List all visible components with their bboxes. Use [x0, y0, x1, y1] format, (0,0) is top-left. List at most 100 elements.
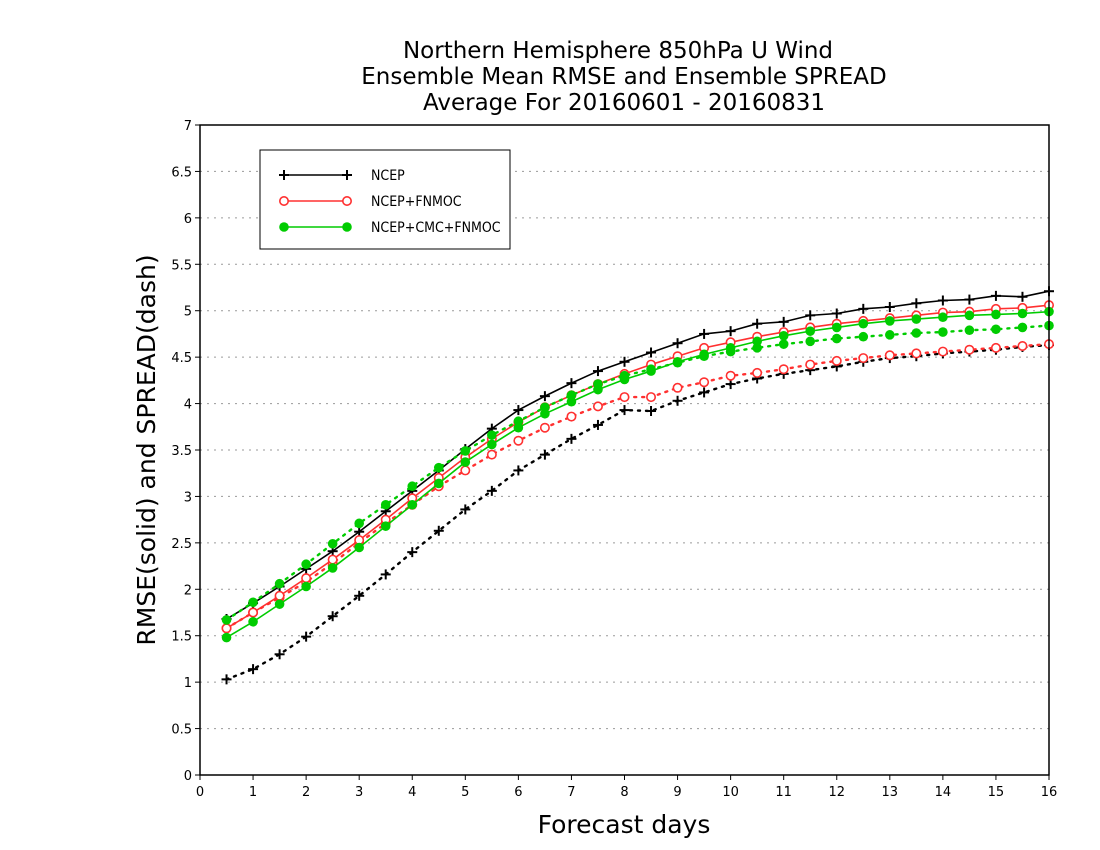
series-ncep-fnmoc-spread-point-18	[699, 377, 710, 388]
series-ncep-cmc-fnmoc-spread-point-23	[831, 333, 842, 344]
y-tick-label-9: 4.5	[171, 351, 192, 366]
series-ncep-cmc-fnmoc-rmse-point-17	[672, 356, 683, 367]
series-ncep-spread-point-16	[646, 406, 657, 416]
series-ncep-rmse-point-23	[831, 308, 842, 319]
legend-marker-left-2	[279, 222, 289, 232]
x-tick-label-12: 12	[828, 785, 845, 800]
series-ncep-cmc-fnmoc-rmse-point-9	[460, 457, 471, 467]
series-ncep-rmse-point-13	[566, 378, 577, 389]
series-ncep-spread-point-13	[566, 433, 577, 444]
series-ncep-spread-point-4	[327, 611, 338, 622]
series-ncep-rmse-point-24	[858, 303, 869, 314]
series-ncep-cmc-fnmoc-rmse-point-23	[831, 322, 842, 333]
series-ncep-spread-point-15	[619, 405, 630, 416]
gridlines	[200, 170, 1049, 730]
title-line-2: Ensemble Mean RMSE and Ensemble SPREAD	[361, 64, 886, 90]
series-ncep-rmse-point-17	[672, 338, 683, 349]
legend-box	[259, 149, 511, 250]
x-tick-label-0: 0	[196, 785, 204, 800]
x-tick-label-9: 9	[673, 785, 681, 800]
series-ncep-rmse-point-5	[354, 526, 365, 537]
legend-marker-right-0	[342, 170, 352, 180]
series-ncep-spread-point-12	[539, 449, 550, 460]
axis-ticks: 0 1 2 3 4 5 6 7 8 9 10 11 12 13 14 15 1600.511.522.533.5…	[171, 119, 1057, 800]
x-tick-label-3: 3	[355, 785, 363, 800]
series-ncep-fnmoc-spread-point-10	[486, 449, 497, 460]
y-tick-label-1: 0.5	[171, 723, 192, 738]
x-tick-label-14: 14	[935, 785, 952, 800]
series-ncep-rmse-point-19	[725, 326, 736, 337]
series-ncep-cmc-fnmoc-rmse-point-14	[593, 384, 603, 395]
x-tick-label-5: 5	[461, 785, 469, 800]
series-ncep-rmse-point-11	[513, 405, 524, 416]
series-ncep-fnmoc-spread-line	[225, 342, 1051, 630]
series-ncep-fnmoc-rmse-point-1	[248, 607, 259, 618]
y-tick-label-11: 5.5	[171, 258, 192, 273]
series-ncep-cmc-fnmoc-rmse-point-5	[354, 542, 364, 553]
legend-label-0: NCEP	[371, 168, 405, 184]
series-ncep-spread-point-6	[380, 569, 391, 580]
series-ncep-cmc-fnmoc-rmse-point-24	[858, 318, 869, 329]
series-ncep-spread-point-17	[672, 395, 683, 406]
y-tick-label-5: 2.5	[171, 537, 192, 552]
y-axis-title: RMSE(solid) and SPREAD(dash)	[132, 254, 161, 645]
series-ncep-cmc-fnmoc-rmse-point-18	[699, 349, 709, 360]
series-ncep-cmc-fnmoc-spread-point-3	[301, 559, 311, 570]
series-ncep-cmc-fnmoc-spread-point-22	[805, 336, 816, 347]
series-ncep-cmc-fnmoc-rmse-point-13	[566, 396, 577, 407]
series-ncep-cmc-fnmoc-rmse-point-10	[487, 439, 497, 450]
series-ncep-fnmoc-spread-point-23	[831, 355, 842, 366]
series-ncep-cmc-fnmoc-rmse-point-8	[433, 478, 444, 489]
x-tick-label-6: 6	[514, 785, 522, 800]
series-ncep-rmse-point-29	[990, 290, 1001, 301]
series-ncep-fnmoc-spread-point-20	[752, 367, 763, 378]
series-ncep-cmc-fnmoc-rmse-point-2	[274, 599, 285, 609]
series-ncep-rmse-point-30	[1017, 291, 1028, 302]
series-ncep-cmc-fnmoc-rmse-point-1	[248, 616, 258, 627]
series-ncep-fnmoc-spread-point-19	[725, 370, 736, 381]
series-ncep-spread-point-9	[460, 504, 471, 515]
series-ncep-cmc-fnmoc-rmse-point-29	[991, 309, 1001, 320]
series-ncep-cmc-fnmoc-spread-point-9	[460, 446, 471, 456]
series-ncep-spread-point-7	[407, 547, 418, 558]
series-ncep-cmc-fnmoc-spread-point-7	[407, 481, 418, 492]
series-ncep-fnmoc-spread-point-13	[566, 411, 577, 422]
series-ncep-cmc-fnmoc-spread-point-5	[354, 518, 364, 529]
y-tick-label-0: 0	[184, 769, 192, 784]
legend-marker-left-0	[279, 170, 289, 180]
series-ncep-cmc-fnmoc-spread-point-10	[487, 430, 497, 440]
series-ncep-cmc-fnmoc-rmse-point-28	[964, 310, 975, 321]
series-ncep-fnmoc-spread-point-9	[460, 465, 471, 476]
series-ncep-cmc-fnmoc-rmse-point-21	[778, 330, 789, 341]
series-ncep-spread-point-2	[274, 649, 285, 660]
series-ncep-cmc-fnmoc-rmse-point-3	[301, 581, 311, 592]
series-ncep-cmc-fnmoc-spread-point-6	[380, 499, 391, 510]
y-tick-label-3: 1.5	[171, 630, 192, 645]
series-ncep-fnmoc-spread-point-17	[672, 382, 683, 393]
series-ncep-cmc-fnmoc-spread-point-29	[991, 324, 1001, 335]
series-ncep-fnmoc-rmse-point-2	[274, 590, 285, 601]
series-ncep-cmc-fnmoc-spread-point-8	[433, 462, 444, 473]
series-ncep-fnmoc-spread-point-28	[964, 344, 975, 355]
series-ncep-fnmoc-rmse-point-4	[327, 554, 338, 565]
series-ncep-rmse-point-22	[805, 310, 816, 321]
legend-marker-left-1	[278, 196, 289, 207]
y-tick-label-14: 7	[184, 119, 192, 134]
series-ncep-fnmoc-spread-point-12	[539, 422, 550, 433]
series-ncep-cmc-fnmoc-spread-point-4	[327, 538, 338, 549]
series-ncep-cmc-fnmoc-rmse-point-7	[407, 499, 418, 510]
series-ncep-cmc-fnmoc-rmse-point-11	[513, 422, 524, 433]
series-ncep-cmc-fnmoc-spread-point-21	[778, 339, 789, 349]
series-ncep-rmse-point-18	[699, 328, 710, 339]
legend: NCEP NCEP+FNMOC NCEP+CMC+FNMOC	[259, 149, 511, 250]
series-ncep-fnmoc-spread-point-25	[884, 350, 895, 361]
series-ncep-fnmoc-spread-point-21	[778, 364, 789, 375]
series-ncep-cmc-fnmoc-rmse-point-26	[911, 314, 922, 324]
series-ncep-cmc-fnmoc-spread-point-25	[885, 330, 895, 340]
series-ncep-fnmoc-spread-point-22	[805, 359, 816, 370]
series-ncep-spread-point-8	[433, 525, 444, 536]
series-ncep-rmse-point-26	[911, 298, 922, 309]
series-ncep-rmse-point-28	[964, 294, 975, 305]
series-ncep-rmse-point-25	[884, 302, 895, 312]
